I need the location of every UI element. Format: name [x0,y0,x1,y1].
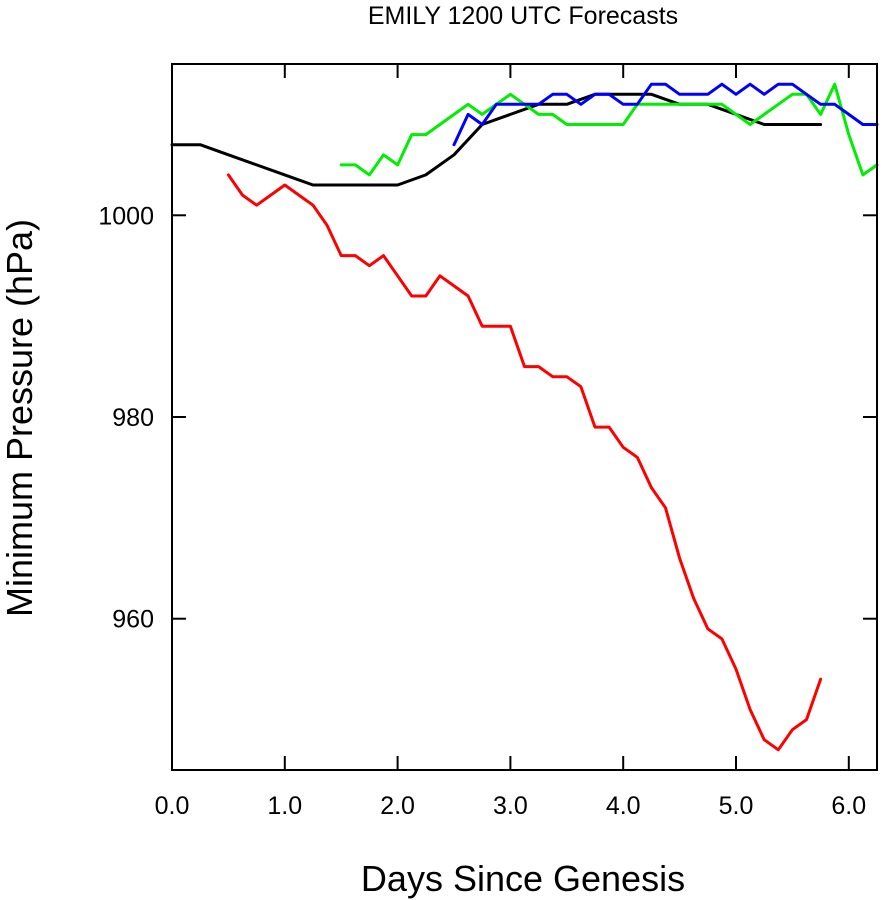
x-tick-label: 4.0 [606,792,641,820]
x-tick-label: 0.0 [155,792,190,820]
plot-frame [171,63,878,771]
y-tick-label: 1000 [98,202,154,230]
x-tick-label: 2.0 [380,792,415,820]
y-axis-label: Minimum Pressure (hPa) [0,219,40,617]
y-tick-label: 960 [112,606,154,634]
series-line-3 [339,82,879,177]
x-axis-label: Days Since Genesis [361,858,685,899]
series-line-1 [170,92,823,187]
series-layer [170,82,879,752]
x-tick-label: 5.0 [719,792,754,820]
x-tick-label: 3.0 [493,792,528,820]
series-line-2 [226,173,823,752]
x-tick-label: 6.0 [831,792,866,820]
x-tick-label: 1.0 [267,792,302,820]
y-axis-ticks: 960 980 1000 [98,202,877,634]
x-axis-ticks: 0.0 1.0 2.0 3.0 4.0 5.0 6.0 [155,64,866,820]
chart-title: EMILY 1200 UTC Forecasts [368,2,678,30]
series-line-4 [452,82,879,147]
y-tick-label: 980 [112,404,154,432]
